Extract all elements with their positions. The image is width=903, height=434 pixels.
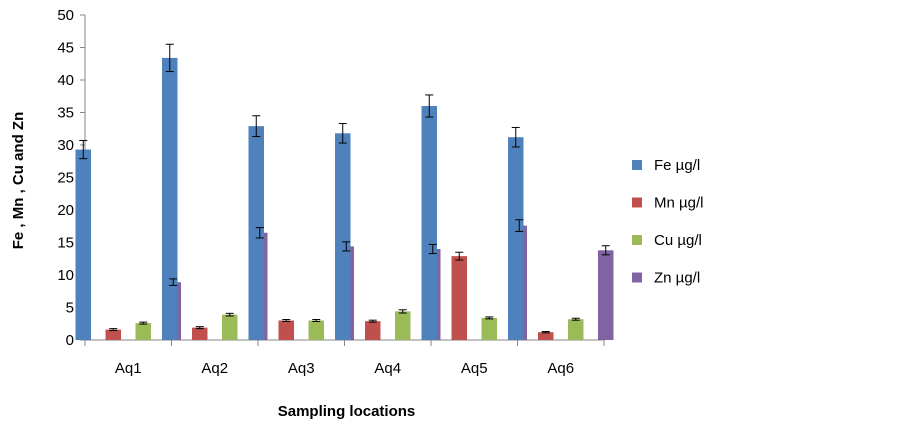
x-tick-label: Aq3 [288, 360, 315, 377]
labels-group: 0 5 10 15 20 25 30 35 40 45 50 Aq1 Aq2 Aq3 Aq4 Aq5 Aq6 [57, 7, 574, 377]
bar [192, 327, 208, 340]
bar [421, 106, 437, 340]
x-tick-label: Aq1 [115, 360, 142, 377]
bar [481, 317, 497, 340]
bar [278, 320, 294, 340]
legend-label: Mn µg/l [654, 195, 704, 212]
legend-label: Fe µg/l [654, 157, 700, 174]
y-tick-label: 5 [66, 300, 74, 317]
x-tick-label: Aq4 [374, 360, 401, 377]
error-bars-group [79, 43, 610, 334]
bar [395, 311, 411, 340]
y-tick-label: 45 [57, 40, 74, 57]
y-tick-label: 40 [57, 72, 74, 89]
y-tick-label: 30 [57, 137, 74, 154]
legend-swatch [632, 272, 642, 283]
y-tick-label: 35 [57, 105, 74, 122]
y-tick-label: 25 [57, 170, 74, 187]
y-tick-label: 50 [57, 7, 74, 24]
bar [335, 133, 351, 340]
x-tick-label: Aq2 [201, 360, 228, 377]
legend-swatch [632, 197, 642, 208]
bar [598, 250, 614, 340]
x-tick-label: Aq5 [461, 360, 488, 377]
bar [451, 256, 467, 340]
bar [248, 126, 264, 341]
x-axis-title: Sampling locations [278, 403, 416, 420]
bar [365, 321, 381, 340]
legend-label: Zn µg/l [654, 270, 700, 287]
legend-swatch [632, 160, 642, 170]
y-tick-label: 15 [57, 235, 74, 252]
bar [222, 314, 238, 340]
y-axis-title: Fe , Mn , Cu and Zn [10, 112, 27, 250]
bar [508, 137, 524, 340]
legend-swatch [632, 235, 642, 245]
legend-label: Cu µg/l [654, 232, 702, 249]
legend: Fe µg/l Mn µg/l Cu µg/l Zn µg/l [632, 157, 704, 287]
bar [538, 332, 554, 340]
y-tick-label: 0 [66, 332, 74, 349]
bars-group [75, 57, 614, 341]
x-tick-label: Aq6 [547, 360, 574, 377]
bar [135, 323, 151, 340]
bar [308, 320, 324, 340]
bar [568, 319, 584, 340]
bar [75, 149, 91, 340]
y-tick-label: 10 [57, 267, 74, 284]
bar [105, 329, 121, 340]
bar [162, 57, 178, 341]
y-tick-label: 20 [57, 202, 74, 219]
